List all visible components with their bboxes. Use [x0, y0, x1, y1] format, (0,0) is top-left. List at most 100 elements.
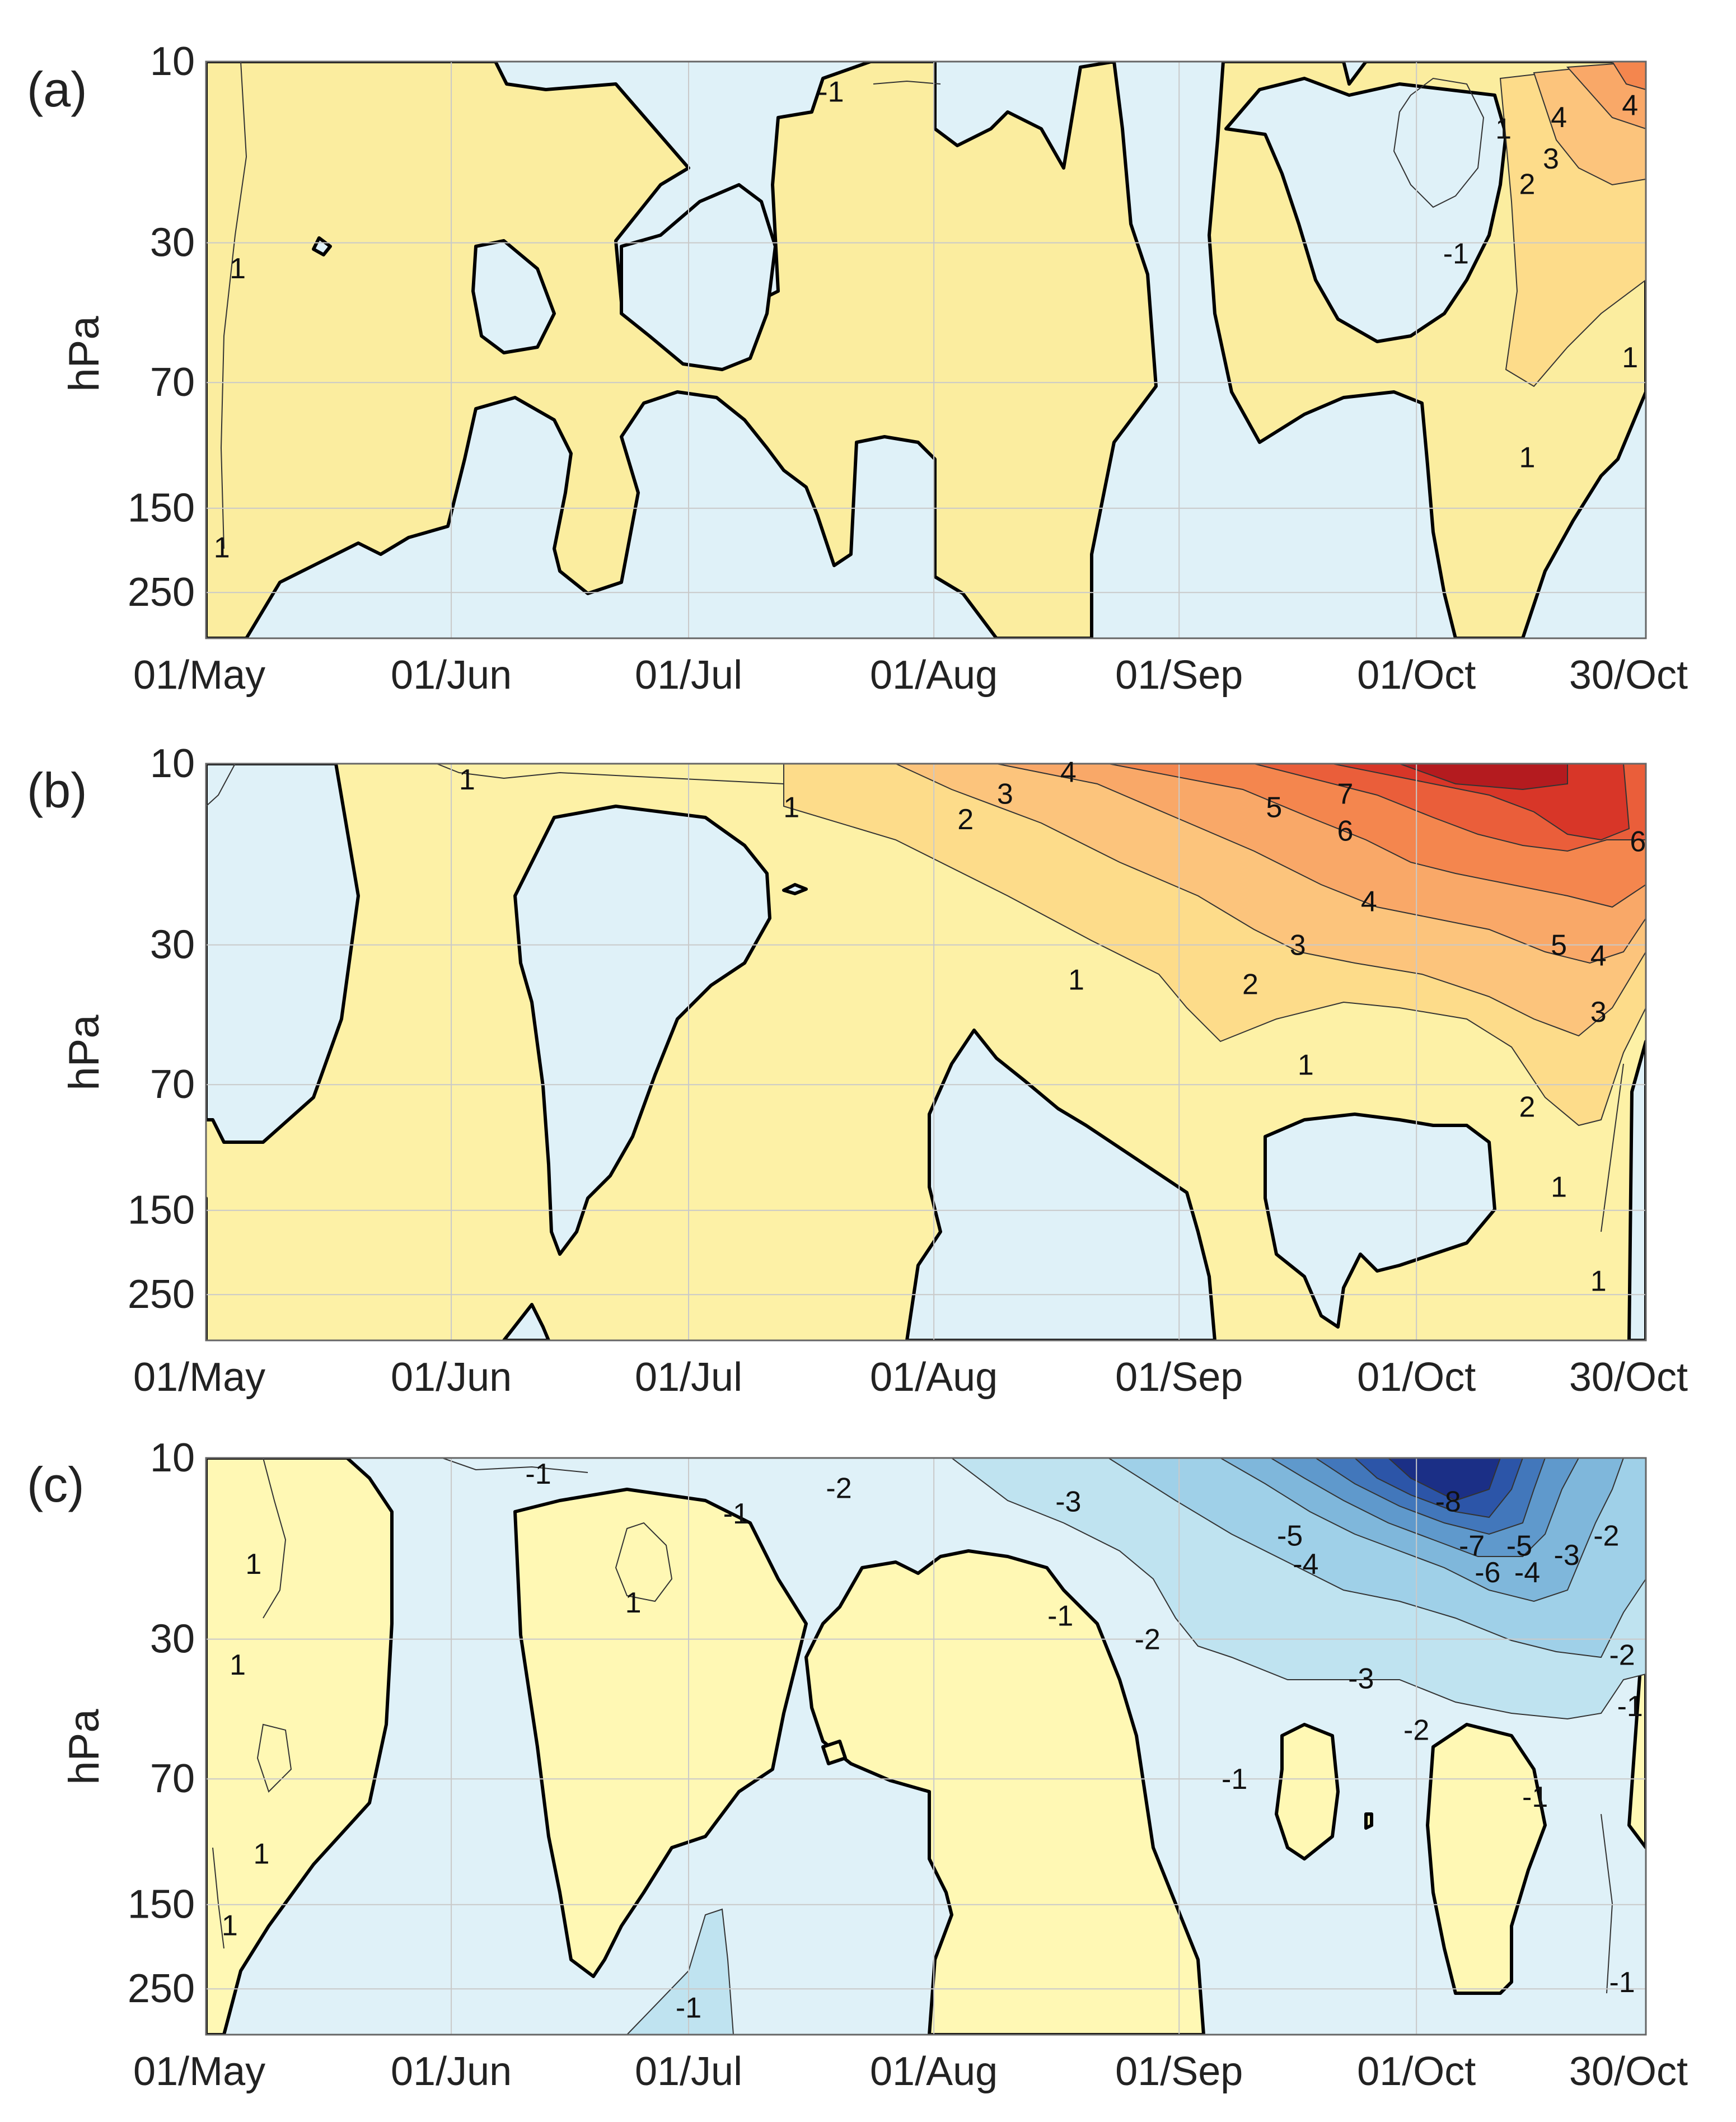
y-tick-label: 150 — [128, 486, 195, 531]
contour-label: 1 — [1298, 1049, 1314, 1081]
contour-label: 6 — [1337, 815, 1354, 847]
contour-label: 1 — [625, 1587, 642, 1619]
contour-label: 2 — [1242, 968, 1258, 1001]
contour-label: 4 — [1361, 885, 1377, 918]
plot-frame-a — [205, 60, 1647, 639]
contour-label: 3 — [1543, 143, 1559, 175]
x-tick-label: 01/May — [133, 2049, 265, 2094]
contour-label: 1 — [214, 531, 230, 564]
contour-label: 4 — [1060, 756, 1077, 788]
contour-label: -1 — [1047, 1600, 1073, 1632]
contour-label: 2 — [957, 803, 974, 836]
y-ticks-c: 10 30 70 150 250 — [128, 1436, 195, 2011]
panel-label-a: (a) — [27, 62, 87, 117]
y-tick-label: 30 — [150, 221, 195, 265]
x-ticks-b: 01/May 01/Jun 01/Jul 01/Aug 01/Sep 01/Oct 30/O… — [133, 1355, 1688, 1400]
contour-label: 1 — [1068, 964, 1084, 996]
contour-label: -1 — [1522, 1781, 1548, 1813]
x-tick-label: 01/Jul — [635, 653, 742, 698]
y-tick-label: 250 — [128, 1272, 195, 1317]
x-tick-label: 01/Oct — [1357, 1355, 1476, 1400]
contour-label: 1 — [459, 764, 475, 796]
negative-islands-a — [312, 77, 1508, 371]
contour-label: -4 — [1293, 1548, 1318, 1581]
contour-label: 1 — [1519, 441, 1536, 474]
panel-c: (c) hPa — [27, 1436, 1688, 2094]
x-tick-label: 01/May — [133, 1355, 265, 1400]
y-tick-label: 30 — [150, 923, 195, 967]
x-tick-label: 30/Oct — [1569, 2049, 1688, 2094]
contour-label: 4 — [1622, 89, 1638, 121]
y-tick-label: 250 — [128, 570, 195, 615]
x-tick-label: 01/Jun — [391, 1355, 512, 1400]
y-tick-label: 70 — [150, 360, 195, 405]
contour-label: 1 — [253, 1838, 269, 1870]
contour-label: -2 — [1403, 1714, 1429, 1747]
contour-label: 1 — [1622, 342, 1638, 374]
contour-label: -3 — [1055, 1485, 1081, 1518]
contour-label: 1 — [1495, 113, 1512, 145]
contour-label: 4 — [1590, 940, 1607, 973]
x-ticks-a: 01/May 01/Jun 01/Jul 01/Aug 01/Sep 01/Oct 30/O… — [133, 653, 1688, 698]
panel-label-b: (b) — [27, 763, 87, 818]
x-tick-label: 01/Sep — [1115, 2049, 1243, 2094]
x-tick-label: 30/Oct — [1569, 1355, 1688, 1400]
contour-label: 3 — [1290, 929, 1306, 962]
panel-a: (a) hPa — [27, 39, 1688, 698]
contour-label: -1 — [1609, 1966, 1635, 1999]
x-tick-label: 01/Jul — [635, 2049, 742, 2094]
panel-b: (b) hPa — [27, 741, 1688, 1400]
contour-label: -5 — [1277, 1520, 1303, 1552]
contour-label: -3 — [1348, 1662, 1374, 1695]
y-axis-label-c: hPa — [60, 1709, 108, 1785]
contour-label: -1 — [1617, 1690, 1643, 1723]
contour-label: -2 — [1609, 1639, 1635, 1672]
contour-label: 1 — [245, 1548, 261, 1581]
y-axis-label-b: hPa — [60, 1015, 108, 1091]
contour-label: 1 — [230, 253, 246, 285]
contour-lines-b — [206, 764, 1624, 1232]
y-tick-label: 10 — [150, 741, 195, 786]
contour-label: 6 — [1630, 825, 1646, 858]
y-tick-label: 150 — [128, 1188, 195, 1233]
y-axis-label-a: hPa — [60, 316, 108, 392]
panel-label-c: (c) — [27, 1457, 85, 1512]
contour-label: -5 — [1506, 1530, 1532, 1562]
warm-region-a — [1499, 62, 1646, 387]
y-tick-label: 70 — [150, 1062, 195, 1107]
contour-label: -1 — [1222, 1763, 1247, 1796]
x-ticks-c: 01/May 01/Jun 01/Jul 01/Aug 01/Sep 01/Oct 30/O… — [133, 2049, 1688, 2094]
x-tick-label: 30/Oct — [1569, 653, 1688, 698]
contour-label: -7 — [1459, 1530, 1485, 1562]
y-ticks-b: 10 30 70 150 250 — [128, 741, 195, 1317]
contour-label: 2 — [1519, 169, 1536, 201]
x-tick-label: 01/Oct — [1357, 653, 1476, 698]
contour-label: 5 — [1551, 929, 1567, 962]
contour-label: 7 — [1337, 778, 1354, 811]
contour-label: -8 — [1435, 1485, 1461, 1518]
cool-levels-c — [626, 1458, 1646, 2035]
contour-label: 1 — [783, 791, 799, 824]
contour-label: 4 — [1551, 101, 1567, 134]
y-tick-label: 30 — [150, 1617, 195, 1662]
y-tick-label: 10 — [150, 1436, 195, 1480]
contour-label: 2 — [1519, 1091, 1536, 1124]
y-ticks-a: 10 30 70 150 250 — [128, 39, 195, 615]
x-tick-label: 01/Sep — [1115, 653, 1243, 698]
contour-label: 1 — [230, 1649, 246, 1681]
x-tick-label: 01/May — [133, 653, 265, 698]
grid-b — [205, 763, 1646, 1340]
contour-label: -6 — [1475, 1557, 1500, 1589]
contour-labels-c: -1-1-2 -3-1-2-5-4-8-7-6-5-4-3-2-3-2-1-1-2… — [222, 1458, 1643, 2025]
contour-label: -2 — [826, 1473, 851, 1505]
contour-label: -2 — [1593, 1520, 1619, 1552]
y-tick-label: 250 — [128, 1966, 195, 2011]
positive-regions-c — [206, 1458, 1646, 2035]
y-tick-label: 10 — [150, 39, 195, 84]
x-tick-label: 01/Jun — [391, 653, 512, 698]
x-tick-label: 01/Jul — [635, 1355, 742, 1400]
y-tick-label: 150 — [128, 1882, 195, 1927]
